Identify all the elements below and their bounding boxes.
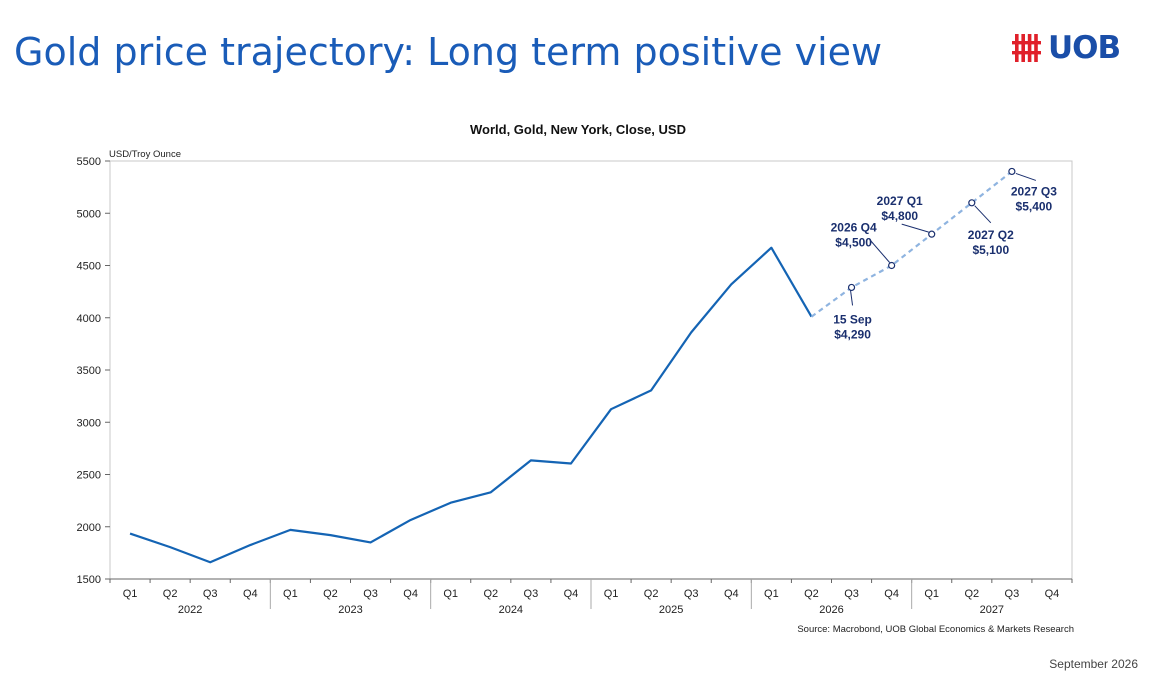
x-quarter-label: Q2 bbox=[323, 588, 338, 600]
x-quarter-label: Q4 bbox=[564, 588, 579, 600]
x-year-label: 2023 bbox=[338, 604, 362, 616]
annotation-leader bbox=[974, 205, 992, 224]
x-quarter-label: Q3 bbox=[524, 588, 539, 600]
annotation-leader bbox=[850, 290, 854, 306]
uob-logo: UOB bbox=[1012, 30, 1121, 66]
plot-frame bbox=[109, 160, 1073, 580]
logo-wordmark: UOB bbox=[1048, 30, 1121, 66]
series-actual-line bbox=[129, 246, 813, 564]
y-tick-label: 3000 bbox=[77, 417, 101, 429]
x-quarter-label: Q3 bbox=[363, 588, 378, 600]
x-year-label: 2022 bbox=[178, 604, 202, 616]
x-quarter-label: Q4 bbox=[1045, 588, 1060, 600]
y-tick-label: 3500 bbox=[77, 365, 101, 377]
plot-area: 1500 2000 2500 3000 3500 4000 4500 5000 5500 Q1 Q2… bbox=[77, 156, 1073, 616]
forecast-marker bbox=[928, 230, 936, 238]
x-quarter-label: Q1 bbox=[764, 588, 779, 600]
y-tick-label: 5000 bbox=[77, 208, 101, 220]
y-tick-label: 4000 bbox=[77, 313, 101, 325]
slide-date: September 2026 bbox=[1049, 657, 1138, 671]
x-quarter-label: Q1 bbox=[443, 588, 458, 600]
annotation-value: $5,400 bbox=[1016, 199, 1053, 213]
x-quarter-label: Q4 bbox=[724, 588, 739, 600]
forecast-marker bbox=[1008, 167, 1016, 176]
x-quarter-label: Q1 bbox=[604, 588, 619, 600]
forecast-marker bbox=[888, 261, 896, 270]
x-quarter-label: Q2 bbox=[163, 588, 178, 600]
x-quarter-label: Q2 bbox=[964, 588, 979, 600]
x-year-label: 2027 bbox=[980, 604, 1004, 616]
y-axis-label: USD/Troy Ounce bbox=[109, 149, 181, 160]
x-quarter-label: Q2 bbox=[804, 588, 819, 600]
x-quarter-label: Q2 bbox=[644, 588, 659, 600]
x-year-label: 2024 bbox=[499, 604, 523, 616]
y-tick-label: 2500 bbox=[77, 470, 101, 482]
x-year-label: 2025 bbox=[659, 604, 683, 616]
y-tick-label: 5500 bbox=[77, 156, 101, 168]
annotation-value: $4,500 bbox=[835, 236, 872, 250]
annotation-title: 2027 Q1 bbox=[877, 194, 923, 208]
x-quarter-label: Q3 bbox=[1005, 588, 1020, 600]
y-tick-label: 4500 bbox=[77, 261, 101, 273]
x-quarter-label: Q1 bbox=[283, 588, 298, 600]
annotation-leader bbox=[869, 239, 891, 263]
chart-source: Source: Macrobond, UOB Global Economics … bbox=[797, 624, 1074, 635]
annotation-value: $4,800 bbox=[881, 209, 918, 223]
x-quarter-label: Q4 bbox=[403, 588, 418, 600]
annotation-title: 15 Sep bbox=[833, 312, 872, 326]
x-quarter-label: Q2 bbox=[483, 588, 498, 600]
y-tick-label: 2000 bbox=[77, 522, 101, 534]
annotation-leader bbox=[901, 223, 929, 233]
x-quarter-label: Q1 bbox=[123, 588, 138, 600]
series-forecast-line bbox=[810, 170, 1013, 318]
x-year-label: 2026 bbox=[819, 604, 843, 616]
x-quarter-label: Q3 bbox=[684, 588, 699, 600]
x-quarter-label: Q1 bbox=[924, 588, 939, 600]
forecast-marker bbox=[847, 283, 856, 292]
x-quarter-label: Q3 bbox=[203, 588, 218, 600]
annotation-title: 2026 Q4 bbox=[831, 221, 877, 235]
annotation-leader bbox=[1015, 172, 1037, 181]
forecast-marker bbox=[968, 199, 976, 207]
annotation-title: 2027 Q3 bbox=[1011, 184, 1057, 198]
annotation-value: $4,290 bbox=[834, 327, 871, 341]
x-quarter-label: Q4 bbox=[243, 588, 258, 600]
x-quarter-label: Q4 bbox=[884, 588, 899, 600]
annotation-title: 2027 Q2 bbox=[968, 228, 1014, 242]
y-tick-label: 1500 bbox=[77, 574, 101, 586]
annotation-value: $5,100 bbox=[972, 243, 1009, 257]
slide-title: Gold price trajectory: Long term positiv… bbox=[14, 30, 883, 74]
x-quarter-label: Q3 bbox=[844, 588, 859, 600]
chart-title: World, Gold, New York, Close, USD bbox=[470, 122, 686, 137]
uob-logo-icon bbox=[1012, 34, 1041, 62]
